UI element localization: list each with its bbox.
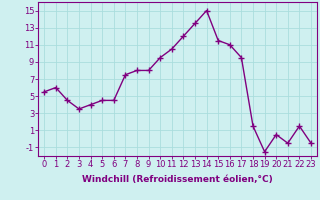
- X-axis label: Windchill (Refroidissement éolien,°C): Windchill (Refroidissement éolien,°C): [82, 175, 273, 184]
